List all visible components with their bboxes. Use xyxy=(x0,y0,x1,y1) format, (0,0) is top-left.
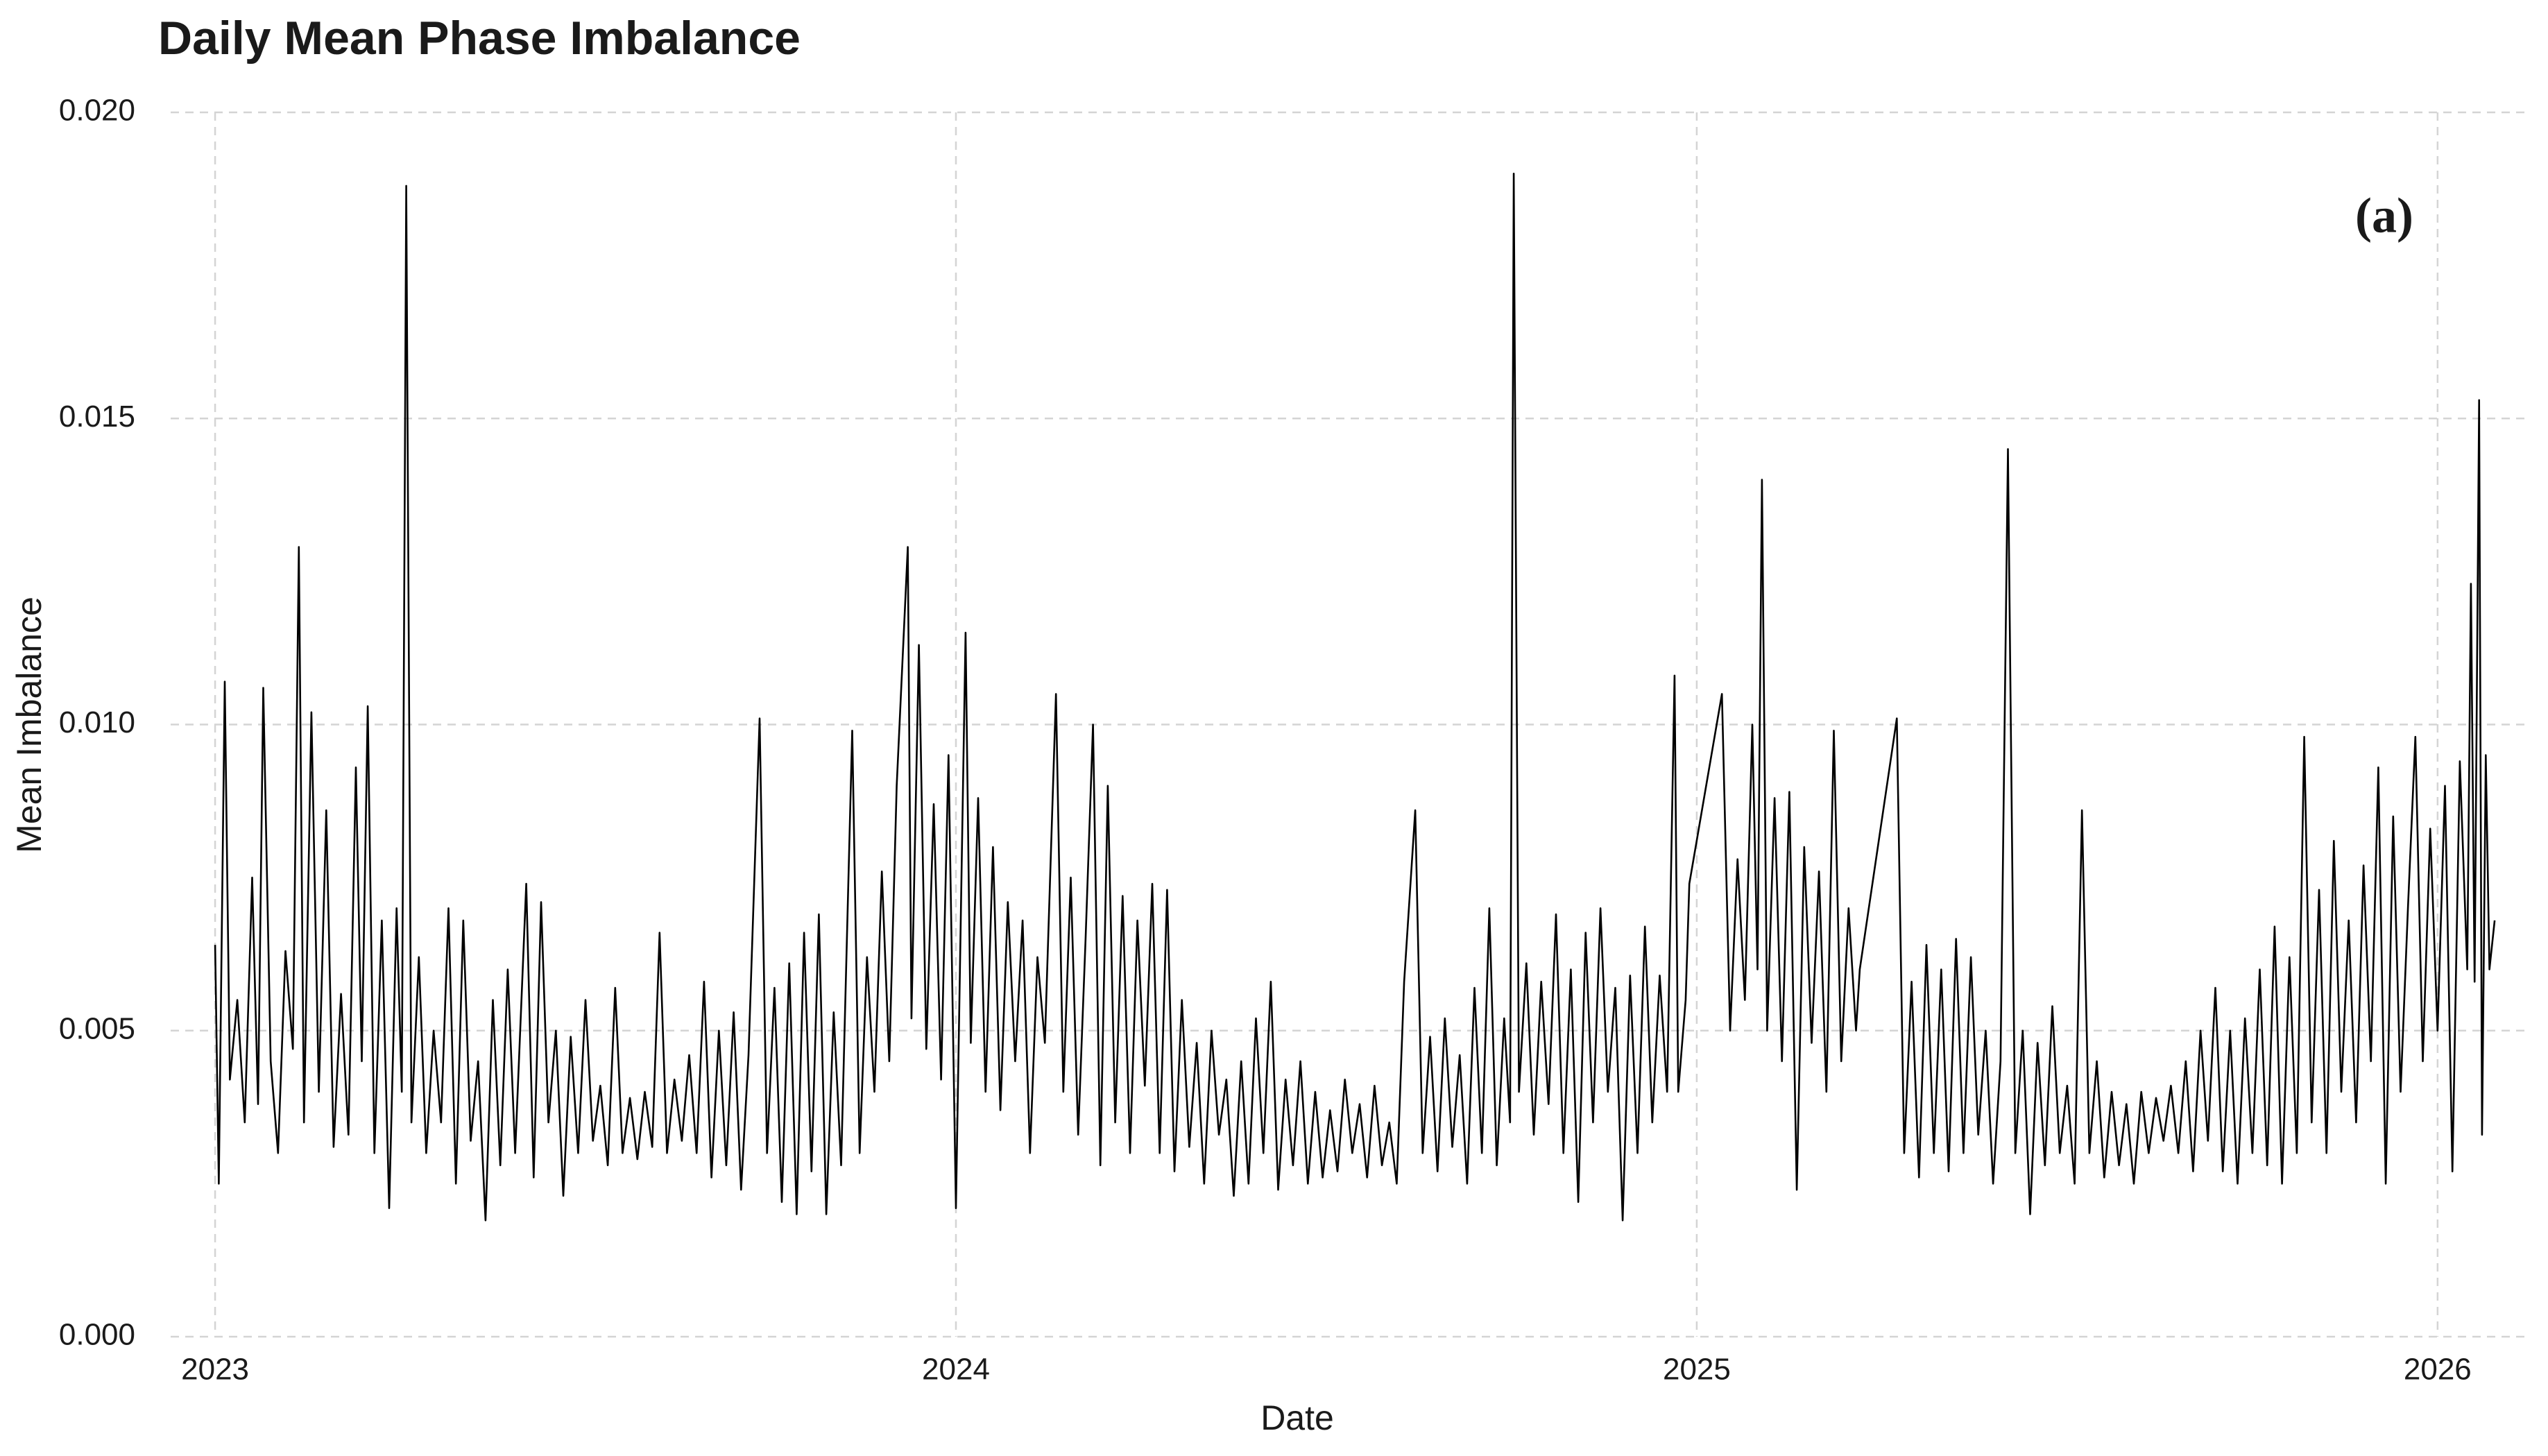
y-tick-label: 0.010 xyxy=(59,705,135,739)
data-line xyxy=(214,173,2496,1222)
x-tick-label: 2025 xyxy=(1663,1353,1731,1387)
y-tick-label: 0.000 xyxy=(59,1318,135,1352)
chart-title: Daily Mean Phase Imbalance xyxy=(158,12,801,65)
y-tick-label: 0.005 xyxy=(59,1011,135,1045)
y-axis-label: Mean Imbalance xyxy=(10,597,49,853)
x-tick-label: 2024 xyxy=(922,1353,990,1387)
y-tick-label: 0.015 xyxy=(59,400,135,434)
x-tick-label: 2026 xyxy=(2404,1353,2472,1387)
annotation: (a) xyxy=(2355,188,2413,243)
x-tick-label: 2023 xyxy=(181,1353,249,1387)
y-tick-label: 0.020 xyxy=(59,94,135,128)
x-axis-label: Date xyxy=(1260,1398,1334,1437)
